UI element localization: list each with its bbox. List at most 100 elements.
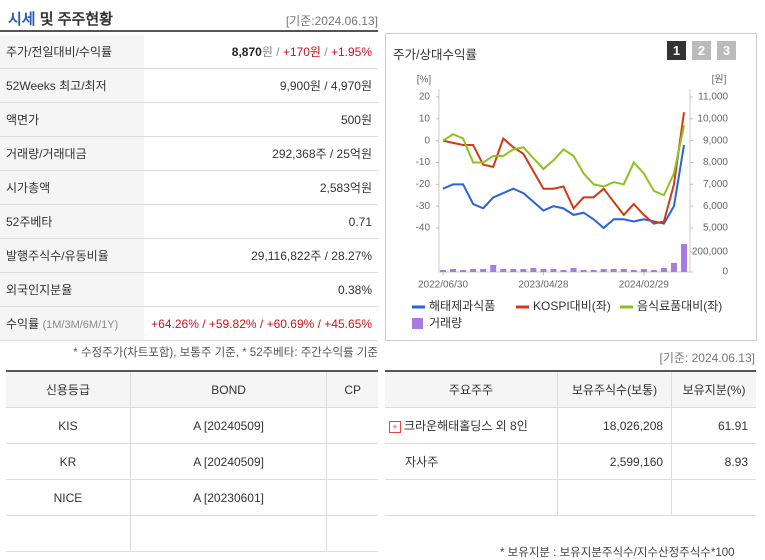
volume-bar	[670, 263, 677, 272]
y-axis-label: [%]	[417, 75, 432, 86]
empty	[385, 479, 558, 516]
label-main: 수익률	[6, 317, 40, 331]
volume-bar	[490, 265, 497, 272]
header: BOND	[129, 371, 327, 408]
empty	[671, 479, 756, 516]
legend-label: KOSPI대비(좌)	[533, 299, 611, 313]
y2-tick-label: 10,000	[697, 113, 728, 124]
y-tick-label: -10	[416, 157, 431, 168]
header: 보유주식수(보통)	[556, 371, 672, 408]
y-tick-label: 0	[424, 135, 430, 146]
empty	[6, 515, 131, 552]
value: 29,116,822주 / 28.27%	[144, 238, 378, 273]
legend-swatch	[412, 318, 423, 329]
cp	[326, 407, 378, 444]
base-date: [기준: 2024.06.13]	[659, 351, 755, 365]
value: 0.71	[144, 204, 378, 239]
value: 292,368주 / 25억원	[144, 136, 378, 171]
agency: NICE	[6, 479, 131, 516]
volume-bar	[660, 268, 667, 272]
label: 52Weeks 최고/최저	[0, 68, 144, 103]
cp	[326, 479, 378, 516]
y2-tick-label: 8,000	[703, 157, 728, 168]
period-button[interactable]: 1	[667, 41, 686, 60]
y2-tick-label: 9,000	[703, 135, 728, 146]
volume-bar	[520, 269, 527, 272]
volume-bar	[460, 270, 467, 272]
header: CP	[326, 371, 378, 408]
y-tick-label: -40	[416, 223, 431, 234]
credit-table: 신용등급 BOND CP KIS A [20240509] KR A [20240509…	[6, 370, 378, 552]
volume-bar	[470, 269, 477, 272]
volume-bar	[630, 270, 637, 272]
holder-name[interactable]: 크라운해태홀딩스 외 8인	[404, 419, 528, 433]
label: 52주베타	[0, 204, 144, 239]
volume-bar	[600, 269, 607, 272]
sep: /	[320, 45, 331, 59]
label: 거래량/거래대금	[0, 136, 144, 171]
header-date: [기준:2024.06.13]	[285, 14, 378, 28]
volume-bar	[570, 268, 577, 272]
price: 8,870	[231, 45, 262, 59]
period-button[interactable]: 2	[692, 41, 711, 60]
change: +170원	[282, 45, 321, 59]
volume-tick-label: 200,000	[692, 247, 729, 258]
value: 9,900원 / 4,970원	[144, 68, 378, 103]
value: 2,583억원	[144, 170, 378, 205]
volume-bar	[610, 269, 617, 272]
bond: A [20240509]	[129, 443, 327, 480]
holders-table: 주요주주 보유주식수(보통) 보유지분(%) + 크라운해태홀딩스 외 8인 18,02…	[385, 370, 756, 516]
agency: KR	[6, 443, 131, 480]
volume-bar	[500, 269, 507, 272]
label: 시가총액	[0, 170, 144, 205]
title-rest: 및 주주현황	[39, 11, 113, 28]
sep: 원 /	[261, 45, 283, 59]
value: 8,870원 / +170원 / +1.95%	[144, 35, 378, 69]
chart-panel	[385, 33, 757, 341]
volume-bar	[560, 270, 567, 272]
ratio: 8.93	[671, 443, 756, 480]
y-tick-label: -20	[416, 179, 431, 190]
expand-icon[interactable]: +	[389, 420, 401, 433]
bond: A [20230601]	[129, 479, 327, 516]
holder: 자사주	[385, 443, 558, 480]
label-sub: (1M/3M/6M/1Y)	[42, 319, 119, 331]
series-line	[442, 125, 685, 197]
header: 신용등급	[6, 371, 131, 408]
empty	[326, 515, 378, 552]
period-button[interactable]: 3	[717, 41, 736, 60]
header: 주요주주	[385, 371, 558, 408]
legend-label: 해태제과식품	[429, 299, 495, 313]
value: 0.38%	[144, 272, 378, 307]
volume-bar	[640, 269, 647, 272]
divider	[0, 30, 378, 32]
rate: +1.95%	[330, 45, 372, 59]
legend-label: 음식료품대비(좌)	[637, 299, 722, 313]
x-tick-label: 2024/02/29	[619, 280, 669, 291]
volume-bar	[550, 269, 557, 272]
section-title: 시세 및 주주현황	[8, 8, 113, 29]
y2-axis-label: [원]	[712, 74, 727, 86]
y2-tick-label: 7,000	[703, 179, 728, 190]
footnote: * 보유지분 : 보유지분주식수/지수산정주식수*100	[500, 547, 735, 559]
chart: [%] [원] 20 10 0 -10 -20 -30 -40 11,000 10,000 9,0…	[412, 74, 729, 330]
volume-bar	[450, 269, 457, 272]
shares: 2,599,160	[556, 443, 672, 480]
volume-bar	[480, 269, 487, 272]
value: 500원	[144, 102, 378, 137]
y-tick-label: 20	[419, 92, 431, 103]
y-tick-label: 10	[419, 113, 431, 124]
label: 주가/전일대비/수익률	[0, 35, 144, 69]
holder[interactable]: + 크라운해태홀딩스 외 8인	[385, 407, 558, 444]
shares: 18,026,208	[556, 407, 672, 444]
header: 보유지분(%)	[671, 371, 756, 408]
volume-bar	[540, 269, 547, 272]
chart-title: 주가/상대수익률	[393, 48, 477, 62]
volume-bar	[681, 244, 687, 272]
volume-bar	[650, 270, 657, 272]
label: 액면가	[0, 102, 144, 137]
legend-label: 거래량	[429, 316, 462, 330]
x-tick-label: 2022/06/30	[418, 280, 468, 291]
volume-bar	[440, 270, 446, 272]
